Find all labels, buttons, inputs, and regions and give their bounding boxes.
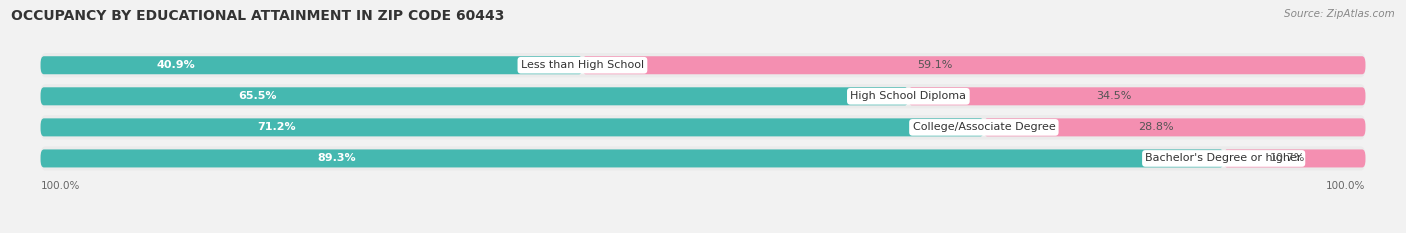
Text: 40.9%: 40.9% <box>156 60 195 70</box>
Text: 28.8%: 28.8% <box>1137 122 1174 132</box>
Text: 59.1%: 59.1% <box>917 60 952 70</box>
Text: College/Associate Degree: College/Associate Degree <box>912 122 1056 132</box>
FancyBboxPatch shape <box>41 118 984 136</box>
FancyBboxPatch shape <box>41 84 1365 108</box>
Text: Bachelor's Degree or higher: Bachelor's Degree or higher <box>1146 154 1302 163</box>
FancyBboxPatch shape <box>41 115 1365 140</box>
Text: 71.2%: 71.2% <box>257 122 295 132</box>
Text: Less than High School: Less than High School <box>520 60 644 70</box>
Text: 100.0%: 100.0% <box>41 181 80 191</box>
FancyBboxPatch shape <box>582 56 1365 74</box>
FancyBboxPatch shape <box>41 146 1365 171</box>
FancyBboxPatch shape <box>1223 149 1365 168</box>
FancyBboxPatch shape <box>41 149 1223 168</box>
Text: Source: ZipAtlas.com: Source: ZipAtlas.com <box>1284 9 1395 19</box>
Legend: Owner-occupied, Renter-occupied: Owner-occupied, Renter-occupied <box>589 230 817 233</box>
FancyBboxPatch shape <box>41 56 582 74</box>
Text: 89.3%: 89.3% <box>316 154 356 163</box>
Text: 34.5%: 34.5% <box>1097 91 1132 101</box>
Text: 10.7%: 10.7% <box>1270 154 1305 163</box>
FancyBboxPatch shape <box>41 53 1365 77</box>
Text: OCCUPANCY BY EDUCATIONAL ATTAINMENT IN ZIP CODE 60443: OCCUPANCY BY EDUCATIONAL ATTAINMENT IN Z… <box>11 9 505 23</box>
FancyBboxPatch shape <box>908 87 1365 105</box>
FancyBboxPatch shape <box>41 87 908 105</box>
Text: High School Diploma: High School Diploma <box>851 91 966 101</box>
Text: 65.5%: 65.5% <box>238 91 277 101</box>
Text: 100.0%: 100.0% <box>1326 181 1365 191</box>
FancyBboxPatch shape <box>984 118 1365 136</box>
